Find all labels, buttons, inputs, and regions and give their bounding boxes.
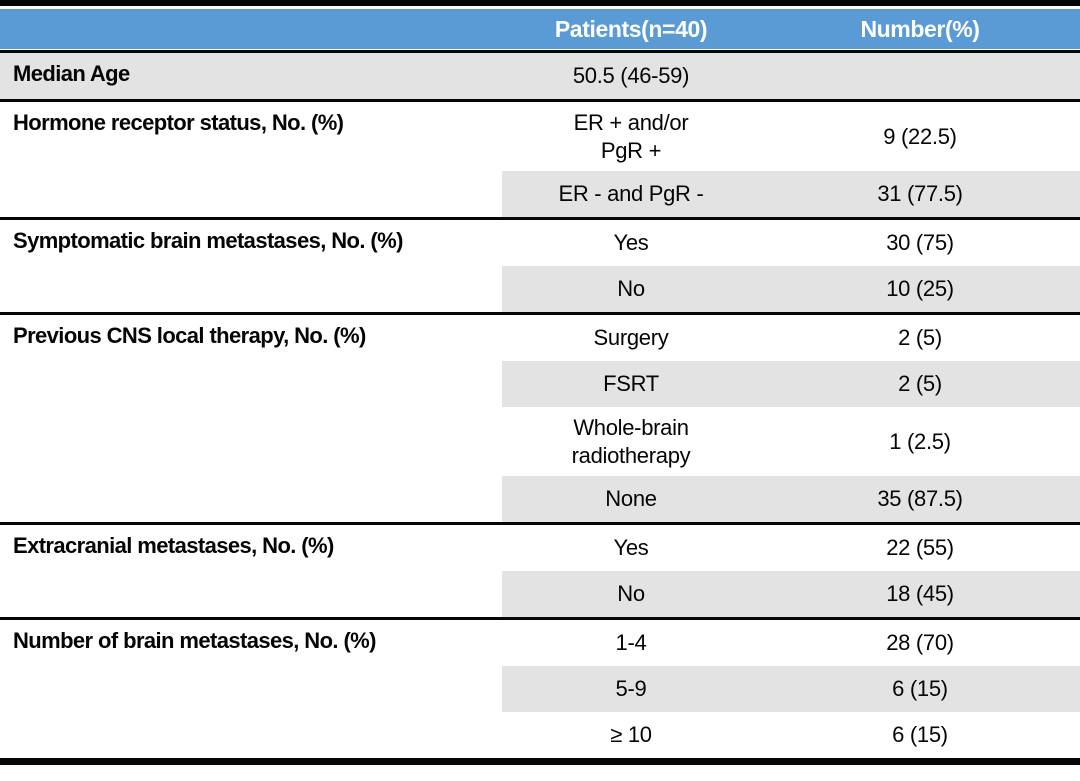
group-label-cell: Number of brain metastases, No. (%) [13, 628, 376, 653]
number-cell: 31 (77.5) [760, 171, 1080, 217]
number-cell: 30 (75) [886, 230, 954, 256]
group-rows: Yes 30 (75) No 10 (25) [502, 220, 1080, 312]
patients-cell: 1-4 [615, 630, 647, 656]
number-cell [760, 53, 1080, 99]
patients-cell: ER + and/or PgR + [573, 110, 689, 163]
number-cell: 2 (5) [760, 361, 1080, 407]
top-rule [0, 0, 1080, 6]
group-label-cell: Median Age [0, 53, 502, 99]
number-cell: 9 (22.5) [883, 123, 957, 149]
header-patients: Patients(n=40) [554, 15, 708, 42]
table-row: Whole-brain radiotherapy 1 (2.5) [502, 407, 1080, 476]
table-row: None 35 (87.5) [502, 476, 1080, 522]
table-row: 1-4 28 (70) [502, 620, 1080, 666]
patients-cell: No [502, 571, 760, 617]
group-separator [0, 99, 1080, 102]
header-empty-cell [0, 9, 502, 49]
table-group: Symptomatic brain metastases, No. (%) Ye… [0, 220, 1080, 312]
group-label-cell: Symptomatic brain metastases, No. (%) [13, 228, 403, 253]
table-row: Yes 22 (55) [502, 525, 1080, 571]
number-cell: 6 (15) [892, 722, 948, 748]
header-underline [0, 50, 1080, 53]
bottom-rule [0, 758, 1080, 765]
patients-cell: Yes [613, 535, 649, 561]
patients-cell: ≥ 10 [610, 722, 652, 748]
group-rows: Yes 22 (55) No 18 (45) [502, 525, 1080, 617]
group-label-cell: Previous CNS local therapy, No. (%) [13, 323, 366, 348]
header-number: Number(%) [860, 15, 980, 42]
table-body: Median Age 50.5 (46-59) Hormone receptor… [0, 53, 1080, 758]
number-cell: 2 (5) [898, 325, 942, 351]
table-row: 5-9 6 (15) [502, 666, 1080, 712]
patients-cell: Surgery [593, 325, 669, 351]
number-cell: 22 (55) [886, 535, 954, 561]
table-group: Extracranial metastases, No. (%) Yes 22 … [0, 525, 1080, 617]
group-separator [0, 522, 1080, 525]
table-row: ER + and/or PgR + 9 (22.5) [502, 102, 1080, 171]
table-header-row: Patients(n=40) Number(%) [0, 9, 1080, 49]
table-group: Previous CNS local therapy, No. (%) Surg… [0, 315, 1080, 522]
table-group: Median Age 50.5 (46-59) [0, 53, 1080, 99]
table-row: Surgery 2 (5) [502, 315, 1080, 361]
number-cell: 18 (45) [760, 571, 1080, 617]
group-rows: 1-4 28 (70) 5-9 6 (15) ≥ 10 6 (15) [502, 620, 1080, 758]
group-separator [0, 312, 1080, 315]
group-rows: Surgery 2 (5) FSRT 2 (5) Whole-brain rad… [502, 315, 1080, 522]
patients-cell: None [502, 476, 760, 522]
spacer [0, 49, 1080, 50]
patients-cell: 50.5 (46-59) [502, 53, 760, 99]
table-row: FSRT 2 (5) [502, 361, 1080, 407]
patients-cell: Whole-brain radiotherapy [571, 415, 691, 468]
number-cell: 28 (70) [886, 630, 954, 656]
table-row: ER - and PgR - 31 (77.5) [502, 171, 1080, 217]
group-separator [0, 217, 1080, 220]
table-group: Number of brain metastases, No. (%) 1-4 … [0, 620, 1080, 758]
number-cell: 10 (25) [760, 266, 1080, 312]
patients-cell: 5-9 [502, 666, 760, 712]
table-row: No 18 (45) [502, 571, 1080, 617]
number-cell: 6 (15) [760, 666, 1080, 712]
table-row: Yes 30 (75) [502, 220, 1080, 266]
group-rows: 50.5 (46-59) [502, 53, 1080, 99]
number-cell: 1 (2.5) [889, 428, 951, 454]
patients-cell: No [502, 266, 760, 312]
group-label-cell: Hormone receptor status, No. (%) [13, 110, 344, 135]
group-label-cell: Extracranial metastases, No. (%) [13, 533, 334, 558]
table-row: ≥ 10 6 (15) [502, 712, 1080, 758]
patients-cell: Yes [613, 230, 649, 256]
patients-cell: FSRT [502, 361, 760, 407]
table-group: Hormone receptor status, No. (%) ER + an… [0, 102, 1080, 217]
number-cell: 35 (87.5) [760, 476, 1080, 522]
group-rows: ER + and/or PgR + 9 (22.5) ER - and PgR … [502, 102, 1080, 217]
table-row: 50.5 (46-59) [502, 53, 1080, 99]
group-separator [0, 617, 1080, 620]
patients-cell: ER - and PgR - [502, 171, 760, 217]
spacer [0, 6, 1080, 9]
table-row: No 10 (25) [502, 266, 1080, 312]
